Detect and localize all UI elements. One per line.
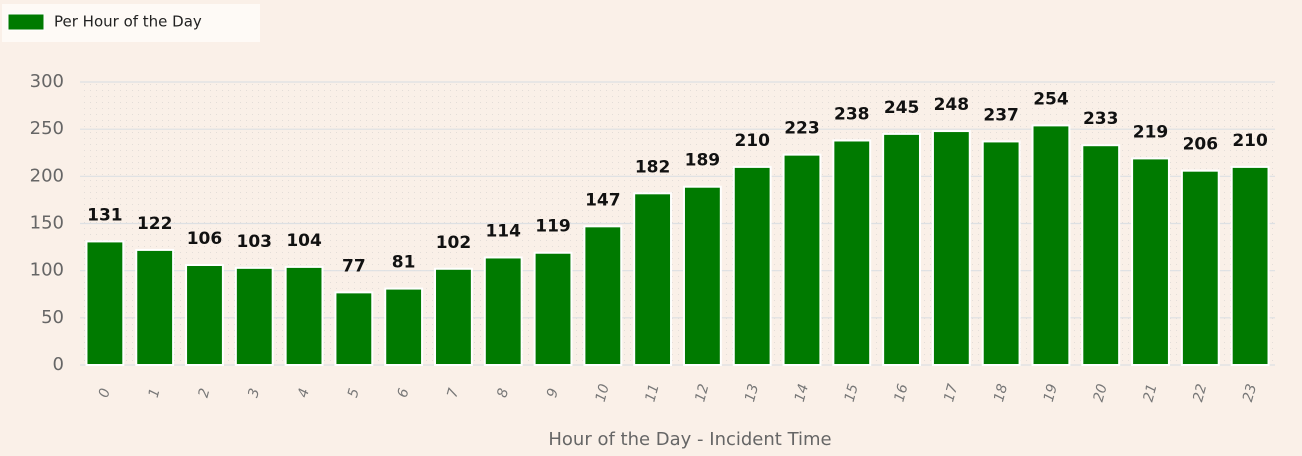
bar: [981, 140, 1021, 366]
value-label: 237: [983, 105, 1019, 125]
value-label: 254: [1033, 89, 1069, 109]
y-tick-label: 50: [41, 307, 64, 328]
bar: [1081, 144, 1121, 366]
bar: [583, 225, 623, 366]
bar: [284, 265, 324, 367]
value-label: 248: [934, 95, 970, 115]
legend: Per Hour of the Day: [2, 4, 260, 42]
value-label: 182: [635, 157, 671, 177]
y-tick-label: 0: [53, 354, 64, 375]
value-label: 223: [784, 119, 820, 139]
x-tick-label: 6: [395, 387, 413, 400]
x-tick-label: 18: [991, 382, 1011, 403]
value-label: 102: [436, 233, 472, 253]
value-label: 147: [585, 190, 621, 210]
x-tick-label: 15: [842, 382, 862, 403]
value-label: 122: [137, 214, 173, 234]
x-tick-label: 16: [892, 382, 912, 403]
y-tick-label: 300: [30, 71, 64, 92]
bar: [633, 192, 673, 366]
value-label: 103: [237, 232, 273, 252]
bar: [334, 291, 374, 367]
legend-swatch: [7, 13, 45, 31]
value-label: 206: [1183, 135, 1219, 155]
bar: [832, 139, 872, 366]
bar: [1230, 165, 1270, 366]
bar: [782, 153, 822, 366]
bar: [85, 240, 125, 367]
bar: [185, 264, 224, 366]
x-tick-label: 3: [245, 387, 263, 400]
x-tick-label: 20: [1091, 382, 1111, 403]
value-label: 119: [535, 217, 571, 237]
bar: [483, 256, 523, 366]
value-label: 189: [685, 151, 721, 171]
bar: [135, 248, 175, 366]
y-tick-label: 200: [30, 165, 64, 186]
value-label: 114: [485, 221, 521, 241]
x-tick-label: 17: [941, 382, 961, 403]
x-tick-label: 5: [345, 387, 363, 400]
x-tick-label: 11: [643, 382, 663, 403]
value-label: 219: [1133, 122, 1169, 142]
bar: [682, 185, 722, 366]
x-tick-label: 13: [742, 382, 762, 403]
y-tick-label: 100: [30, 260, 64, 281]
value-label: 106: [187, 229, 223, 249]
y-tick-label: 250: [30, 118, 64, 139]
x-tick-label: 12: [692, 382, 712, 403]
value-label: 131: [87, 205, 123, 225]
y-tick-label: 150: [30, 213, 64, 234]
x-tick-label: 10: [593, 382, 613, 403]
value-label: 104: [286, 231, 322, 251]
legend-label: Per Hour of the Day: [54, 13, 202, 31]
value-label: 245: [884, 98, 920, 118]
value-label: 238: [834, 104, 870, 124]
x-tick-label: 23: [1240, 382, 1260, 403]
bar: [931, 130, 971, 366]
x-tick-label: 4: [295, 387, 313, 400]
x-tick-label: 2: [196, 387, 214, 400]
value-label: 210: [734, 131, 770, 151]
value-label: 81: [392, 253, 416, 273]
x-tick-label: 19: [1041, 382, 1061, 403]
bar: [533, 251, 573, 366]
bar: [882, 132, 921, 366]
bar: [384, 287, 424, 366]
x-tick-label: 0: [96, 387, 114, 400]
value-label: 233: [1083, 109, 1119, 129]
x-tick-label: 8: [494, 387, 512, 400]
x-axis-label: Hour of the Day - Incident Time: [548, 429, 831, 450]
x-tick-label: 21: [1140, 382, 1160, 403]
value-label: 210: [1232, 131, 1268, 151]
x-tick-label: 9: [544, 387, 562, 400]
x-tick-label: 14: [792, 382, 812, 403]
bar: [1031, 124, 1071, 367]
legend-box: [2, 4, 260, 42]
x-tick-label: 7: [445, 387, 463, 400]
x-tick-label: 22: [1190, 382, 1210, 403]
value-label: 77: [342, 256, 366, 276]
bar: [1131, 157, 1170, 366]
bar: [234, 266, 274, 366]
bar: [732, 165, 772, 366]
bar: [434, 267, 473, 366]
bar: [1180, 169, 1220, 366]
x-tick-label: 1: [146, 387, 164, 400]
